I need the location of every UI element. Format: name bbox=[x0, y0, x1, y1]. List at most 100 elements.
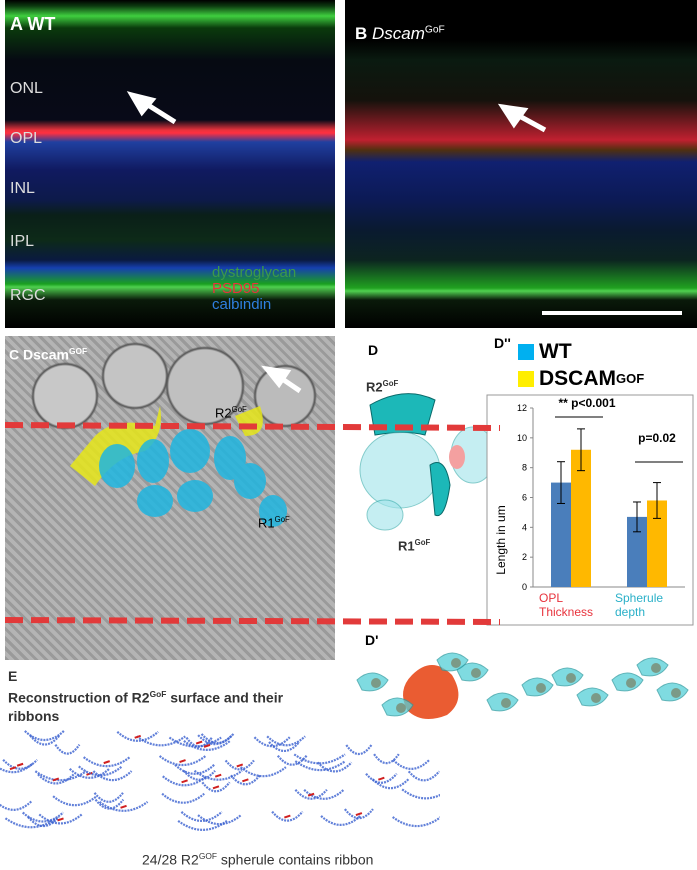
arc bbox=[401, 788, 440, 800]
arc bbox=[294, 788, 328, 800]
superscript: GOF bbox=[198, 851, 217, 861]
cyan-cell bbox=[656, 682, 689, 702]
reconstruction-row bbox=[356, 652, 689, 719]
arc bbox=[182, 769, 216, 781]
legend-swatch bbox=[518, 343, 534, 360]
y-tick-label: 4 bbox=[522, 522, 527, 532]
arc bbox=[392, 759, 431, 770]
panel-c-label: C DscamGOF bbox=[9, 346, 87, 363]
y-tick-label: 0 bbox=[522, 582, 527, 592]
arc bbox=[239, 766, 287, 778]
arc bbox=[135, 735, 186, 747]
arc bbox=[94, 798, 125, 810]
arc bbox=[37, 773, 75, 785]
panel-b bbox=[345, 0, 697, 328]
x-tick-label: OPL Thickness bbox=[539, 591, 594, 619]
annotation: ** p<0.001 bbox=[558, 396, 615, 410]
legend-entry: WT bbox=[518, 338, 644, 365]
error-bar bbox=[577, 428, 585, 472]
scale-bar bbox=[542, 311, 682, 315]
cell-name: R2 bbox=[366, 379, 383, 395]
title: surface and their ribbons bbox=[8, 689, 284, 724]
arc bbox=[34, 770, 87, 782]
arc bbox=[183, 740, 231, 751]
arc bbox=[92, 770, 133, 782]
arc bbox=[316, 761, 353, 773]
stain-label: calbindin bbox=[212, 296, 272, 313]
layer-label: INL bbox=[10, 180, 35, 197]
arc bbox=[54, 744, 81, 755]
arc bbox=[78, 765, 123, 777]
arc bbox=[38, 813, 83, 825]
orange-cell bbox=[403, 665, 459, 719]
arc bbox=[24, 730, 65, 742]
legend-label: WT bbox=[539, 339, 572, 363]
arc bbox=[0, 762, 34, 774]
arc bbox=[68, 768, 110, 779]
arc bbox=[162, 775, 208, 787]
arc bbox=[230, 774, 261, 786]
arc bbox=[345, 744, 373, 756]
y-tick-label: 12 bbox=[517, 403, 527, 413]
panel-a-label: A WT bbox=[10, 14, 55, 35]
cyan-cell bbox=[456, 662, 489, 682]
ribbon bbox=[236, 763, 244, 768]
arc bbox=[22, 811, 64, 823]
arc bbox=[27, 816, 60, 828]
blue-cells bbox=[99, 429, 287, 527]
stain-legend: dystroglycan PSD95 calbindin bbox=[212, 265, 296, 313]
arc bbox=[201, 781, 231, 793]
panel-letter: B bbox=[355, 24, 368, 43]
cyan-cell bbox=[611, 672, 644, 692]
caption-text: 24/28 R2 bbox=[142, 851, 199, 868]
arc bbox=[294, 760, 346, 772]
title: Reconstruction of R2 bbox=[8, 689, 150, 706]
arc bbox=[98, 800, 149, 812]
ribbon bbox=[16, 762, 24, 767]
bar bbox=[571, 449, 591, 587]
arc bbox=[0, 800, 33, 811]
bar bbox=[551, 482, 571, 587]
arrow bbox=[497, 103, 547, 133]
y-tick-label: 2 bbox=[522, 552, 527, 562]
cell-label: R2GoF bbox=[215, 405, 247, 420]
y-tick-label: 6 bbox=[522, 493, 527, 503]
arc bbox=[276, 754, 308, 766]
layer-label: OPL bbox=[10, 130, 43, 147]
panel-name: Dscam bbox=[23, 346, 69, 363]
arc bbox=[266, 735, 306, 747]
bar bbox=[647, 500, 667, 587]
panel-letter: D' bbox=[365, 632, 379, 648]
ribbon bbox=[57, 817, 64, 822]
layer-label: IPL bbox=[10, 233, 35, 250]
arc bbox=[371, 778, 410, 790]
panel-letter: D'' bbox=[494, 335, 511, 351]
nucleus bbox=[371, 678, 381, 688]
legend-swatch bbox=[518, 370, 534, 387]
ribbon bbox=[181, 779, 188, 784]
ribbon bbox=[214, 773, 222, 778]
nucleus bbox=[591, 693, 601, 703]
panel-title: WT bbox=[27, 14, 56, 34]
superscript: GoF bbox=[414, 538, 431, 547]
cell-name: R1 bbox=[258, 515, 275, 531]
arc bbox=[161, 792, 205, 804]
superscript: GoF bbox=[424, 24, 445, 36]
cell-label: R1GoF bbox=[258, 515, 290, 530]
cyan-cell bbox=[551, 667, 584, 687]
error-bar bbox=[557, 461, 565, 504]
ribbon bbox=[120, 804, 127, 809]
nucleus bbox=[651, 663, 661, 673]
ribbon bbox=[355, 812, 363, 817]
cyan-cell bbox=[436, 652, 469, 672]
nucleus bbox=[536, 683, 546, 693]
nucleus bbox=[396, 703, 406, 713]
superscript: GoF bbox=[231, 405, 247, 414]
arc bbox=[373, 753, 400, 765]
panel-letter: E bbox=[8, 668, 18, 684]
panel-e-title: E Reconstruction of R2GoF surface and th… bbox=[8, 667, 308, 725]
nucleus bbox=[471, 668, 481, 678]
ribbon bbox=[307, 792, 315, 797]
stain-label: dystroglycan bbox=[212, 264, 297, 281]
